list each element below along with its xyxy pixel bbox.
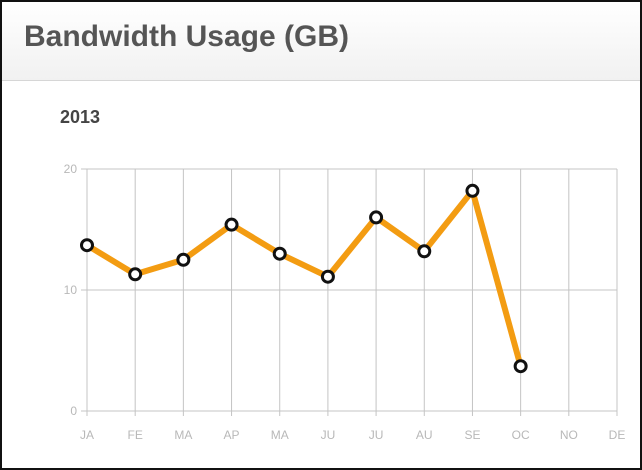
- chart-title: 2013: [60, 107, 101, 127]
- panel-title: Bandwidth Usage (GB): [24, 20, 350, 53]
- data-point: [176, 252, 191, 267]
- x-tick-label: FE: [128, 428, 143, 442]
- data-point: [417, 244, 432, 259]
- data-point: [465, 183, 480, 198]
- y-tick-label: 0: [70, 404, 77, 418]
- x-tick-label: DE: [609, 428, 626, 442]
- x-tick-label: JU: [369, 428, 384, 442]
- x-tick-label: MA: [271, 428, 289, 442]
- chart-area: 2013 0 10 20 JA FE MA AP MA JU JU AU SE OC NO DE: [2, 81, 640, 468]
- x-tick-label: OC: [512, 428, 530, 442]
- data-point: [369, 210, 384, 225]
- x-tick-label: NO: [560, 428, 578, 442]
- y-tick-label: 10: [64, 283, 78, 297]
- data-point: [128, 267, 143, 282]
- data-point: [272, 246, 287, 261]
- line-chart: 0 10 20 JA FE MA AP MA JU JU AU SE OC NO DE: [64, 162, 626, 442]
- data-point: [513, 359, 528, 374]
- x-tick-label: AU: [416, 428, 433, 442]
- series-line: [84, 187, 524, 370]
- x-tick-label: SE: [464, 428, 480, 442]
- x-tick-label: AP: [224, 428, 240, 442]
- data-point: [224, 217, 239, 232]
- data-point: [80, 238, 94, 253]
- x-tick-label: MA: [174, 428, 192, 442]
- data-point: [320, 269, 335, 284]
- x-tick-label: JU: [321, 428, 336, 442]
- panel-header: Bandwidth Usage (GB): [2, 2, 640, 81]
- y-tick-label: 20: [64, 162, 78, 176]
- x-tick-label: JA: [80, 428, 94, 442]
